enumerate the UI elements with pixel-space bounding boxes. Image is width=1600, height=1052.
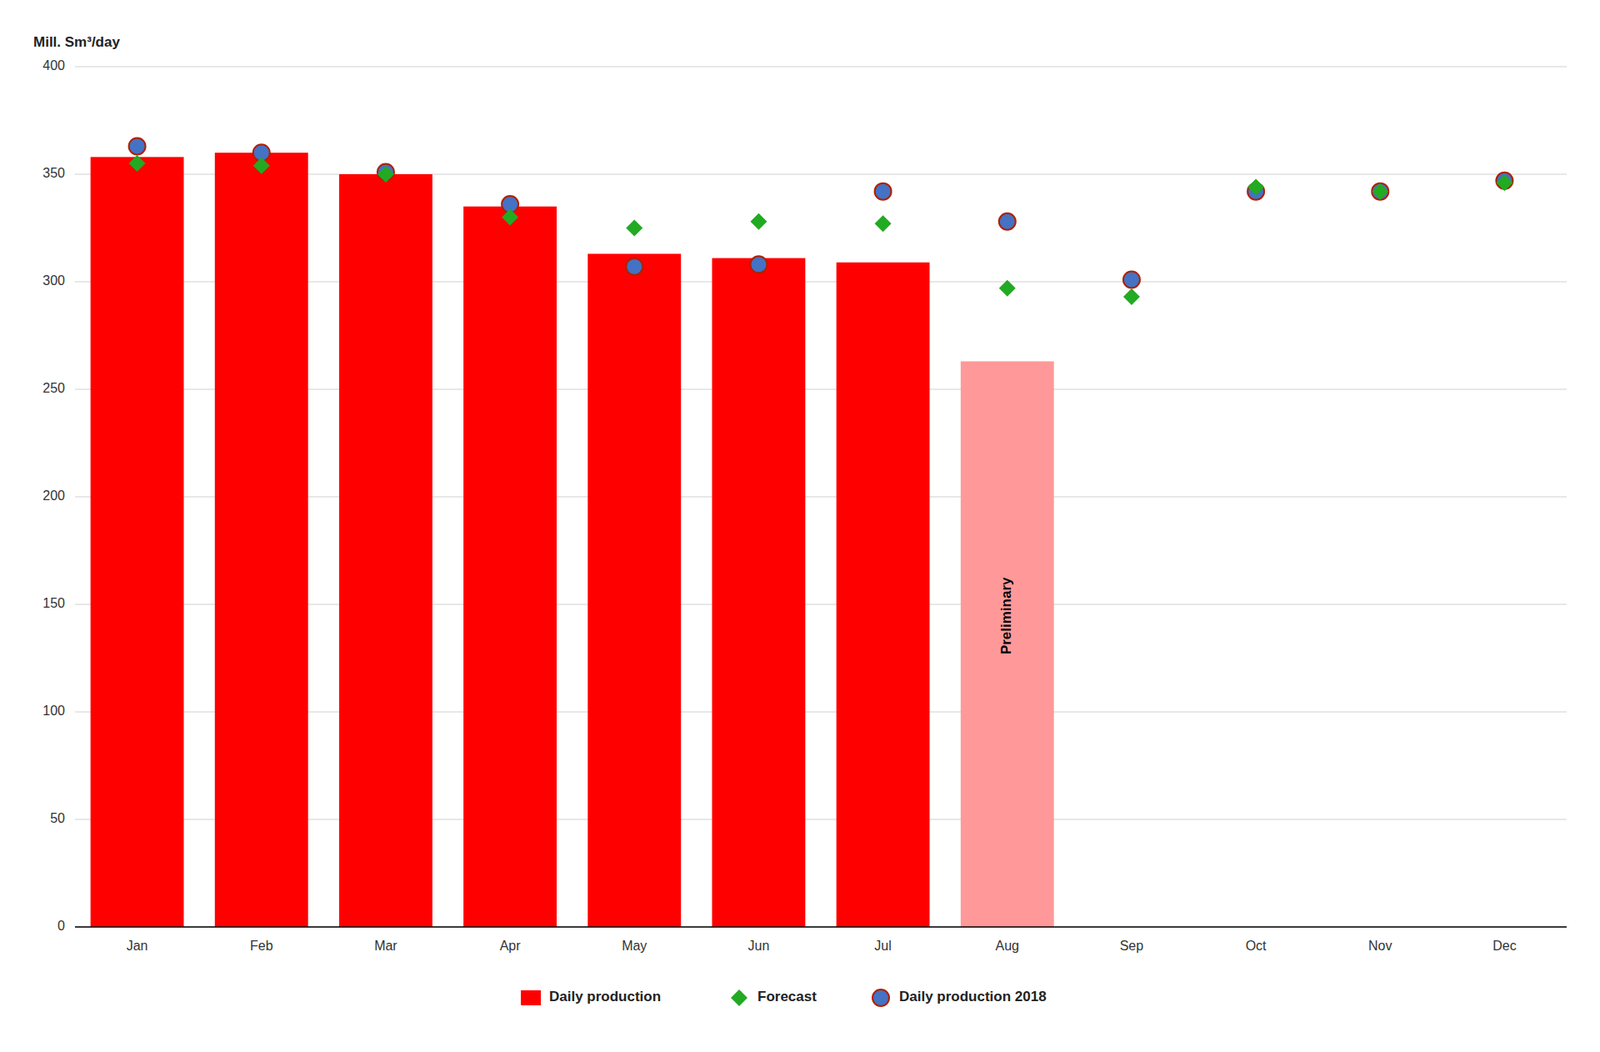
forecast-marker [253, 157, 270, 175]
forecast-marker [129, 155, 146, 172]
bar [836, 262, 930, 927]
y-axis-label: Mill. Sm³/day [33, 34, 120, 50]
x-tick-label: Apr [500, 938, 522, 953]
point-marker [1123, 270, 1140, 288]
forecast-marker [625, 220, 643, 237]
y-tick-label: 100 [42, 703, 65, 718]
bar [711, 258, 805, 927]
grid-line [75, 66, 1567, 68]
y-tick-label: 300 [42, 273, 65, 288]
bar [960, 360, 1055, 927]
marks [90, 137, 1514, 927]
point-marker [999, 213, 1016, 230]
forecast-marker [750, 213, 767, 230]
point-marker [875, 183, 892, 200]
x-tick-label: Mar [374, 938, 398, 953]
y-tick-label: 400 [42, 58, 65, 73]
legend: Daily production Forecast Daily production… [520, 988, 1047, 1006]
legend-swatch [730, 989, 748, 1006]
x-tick-label: Dec [1492, 938, 1516, 953]
x-tick-label: Oct [1245, 938, 1267, 953]
grid-line [75, 926, 1567, 928]
x-tick-label: Nov [1368, 938, 1392, 953]
forecast-marker [501, 209, 519, 226]
chart-container: 0 50 100 150 200 250 300 350 400 Mill. Sm³/day Jan… [0, 0, 1600, 1052]
y-tick-label: 350 [42, 165, 65, 180]
legend-swatch [520, 990, 541, 1005]
forecast-marker [1247, 178, 1265, 195]
x-tick-label: Jul [874, 938, 891, 953]
bar [587, 253, 681, 927]
forecast-marker [377, 165, 395, 183]
forecast-marker [1123, 288, 1140, 305]
annotation: Preliminary [998, 576, 1015, 655]
x-tick-label: Aug [995, 938, 1020, 953]
x-tick-label: Jun [748, 938, 770, 953]
y-tick-label: 200 [42, 488, 65, 503]
legend-swatch [872, 989, 890, 1006]
forecast-marker [875, 215, 892, 232]
y-tick-label: 50 [50, 810, 65, 825]
legend-label: Daily production 2018 [899, 988, 1047, 1005]
bar [215, 152, 309, 927]
y-tick-label: 150 [42, 595, 65, 610]
point-marker [1371, 183, 1389, 200]
forecast-marker [1371, 183, 1389, 200]
chart-svg: 0 50 100 150 200 250 300 350 400 Mill. Sm³/day Jan… [0, 0, 1600, 1052]
x-tick-label: Sep [1120, 938, 1145, 953]
y-tick-label: 250 [42, 380, 65, 395]
bar [463, 206, 557, 927]
y-tick-label: 0 [57, 918, 65, 933]
grid [75, 66, 1567, 927]
legend-label: Forecast [757, 988, 817, 1005]
point-marker [129, 137, 146, 155]
bar [90, 156, 185, 927]
point-marker [750, 255, 767, 273]
forecast-marker [999, 280, 1016, 297]
forecast-marker [1495, 174, 1513, 191]
bar [339, 174, 433, 927]
x-tick-label: May [621, 938, 647, 953]
x-tick-label: Jan [126, 938, 149, 953]
x-axis-line [75, 925, 1567, 928]
point-marker [625, 258, 643, 275]
x-tick-label: Feb [250, 938, 274, 953]
legend-label: Daily production [549, 988, 661, 1005]
